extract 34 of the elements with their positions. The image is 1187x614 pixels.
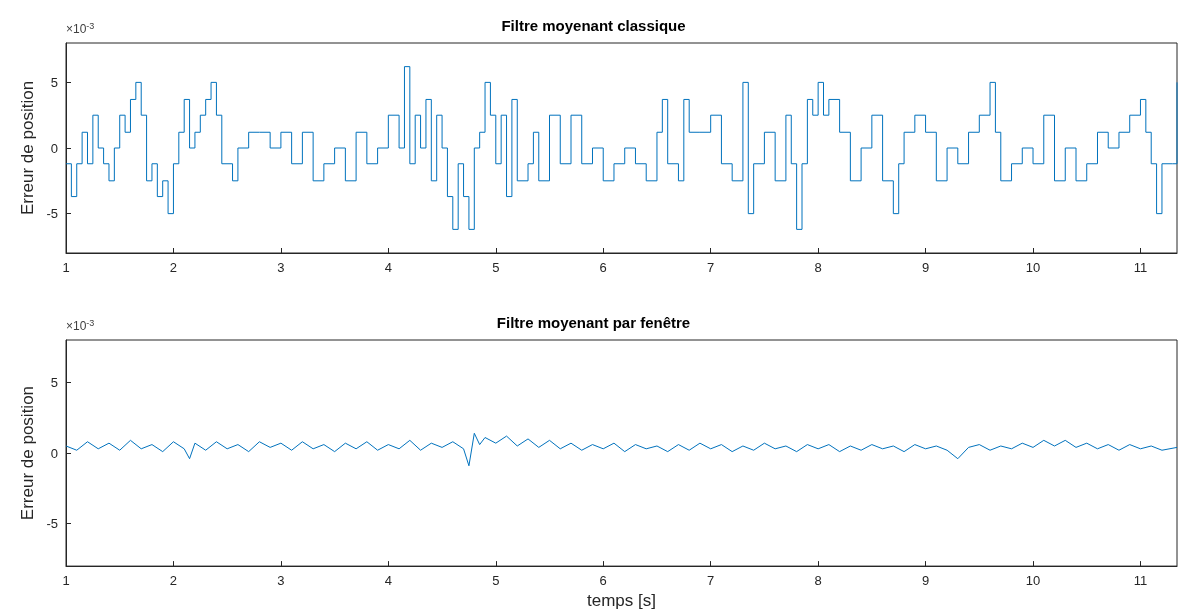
x-tick-label: 2 <box>169 573 178 589</box>
x-tick-label: 9 <box>921 573 930 589</box>
x-tick-label: 10 <box>1025 260 1041 275</box>
x-tick-label: 8 <box>814 573 822 589</box>
x-tick-label: 3 <box>277 573 285 589</box>
x-tick-label: 1 <box>62 260 70 275</box>
y-tick-label: 5 <box>50 74 58 90</box>
y-axis-title: Erreur de position <box>17 385 37 521</box>
chart-title: Filtre moyenant par fenêtre <box>496 314 691 331</box>
x-tick-label: 7 <box>707 573 715 589</box>
x-tick-label: 1 <box>62 573 70 589</box>
x-tick-label: 5 <box>492 260 500 275</box>
y-tick-label: 0 <box>50 445 58 461</box>
x-tick-label: 6 <box>599 573 607 589</box>
y-axis-title: Erreur de position <box>17 80 37 216</box>
y-tick-label: -5 <box>46 516 58 532</box>
x-tick-label: 11 <box>1133 260 1148 275</box>
x-tick-label: 6 <box>599 260 607 275</box>
x-tick-label: 5 <box>492 573 500 589</box>
chart-title: Filtre moyenant classique <box>501 17 686 34</box>
x-tick-label: 4 <box>384 260 392 275</box>
x-tick-label: 4 <box>384 573 392 589</box>
line-series <box>65 432 1178 467</box>
x-tick-label: 2 <box>169 260 178 275</box>
x-tick-label: 7 <box>707 260 715 275</box>
x-axis-title: temps [s] <box>587 591 656 610</box>
y-tick-label: 0 <box>50 140 58 156</box>
x-tick-label: 9 <box>921 260 930 275</box>
x-tick-label: 11 <box>1133 573 1148 589</box>
x-tick-label: 3 <box>277 260 285 275</box>
x-tick-label: 8 <box>814 260 822 275</box>
x-tick-label: 10 <box>1025 573 1041 589</box>
y-tick-label: -5 <box>46 206 58 222</box>
y-tick-label: 5 <box>50 374 58 390</box>
